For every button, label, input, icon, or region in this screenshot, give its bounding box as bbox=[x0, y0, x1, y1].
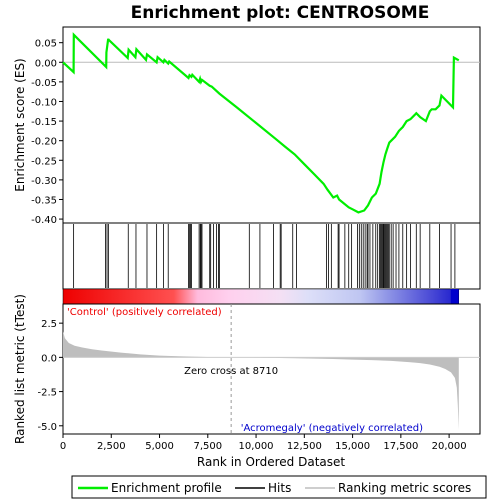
enrichment-plot-frame bbox=[62, 26, 481, 224]
x-tick-label: 20,000 bbox=[432, 441, 467, 452]
metric-y-tick-label: 0.0 bbox=[41, 353, 57, 364]
enrichment-panel: 0.05 0.00 -0.05 -0.10 -0.15 -0.20 -0.25 -0.30 -0… bbox=[13, 26, 481, 226]
es-y-tick-label: -0.15 bbox=[31, 117, 57, 128]
es-y-axis-label: Enrichment score (ES) bbox=[13, 58, 27, 191]
rank-color-bar-end bbox=[450, 289, 459, 304]
ranking-metric-area bbox=[63, 331, 459, 430]
positive-correlation-label: 'Control' (positively correlated) bbox=[67, 307, 222, 318]
metric-x-axis: 0 2,500 5,000 7,500 10,000 12,500 15,000 17,500… bbox=[60, 434, 467, 452]
es-y-tick-label: -0.30 bbox=[31, 176, 57, 187]
x-axis-label: Rank in Ordered Dataset bbox=[197, 455, 345, 469]
x-tick-label: 5,000 bbox=[145, 441, 174, 452]
legend-enrichment-label: Enrichment profile bbox=[111, 481, 222, 495]
legend: Enrichment profile Hits Ranking metric s… bbox=[71, 475, 487, 499]
enrichment-profile-line bbox=[62, 32, 460, 214]
metric-plot-frame bbox=[62, 303, 481, 435]
legend-hits-label: Hits bbox=[268, 481, 291, 495]
hits-frame bbox=[62, 222, 481, 290]
zero-cross-label: Zero cross at 8710 bbox=[184, 366, 278, 377]
x-tick-label: 17,500 bbox=[383, 441, 418, 452]
x-tick-label: 12,500 bbox=[287, 441, 322, 452]
metric-panel: 2.5 0.0 -2.5 -5.0 0 2,500 5,000 7,500 10,000 12,… bbox=[13, 294, 481, 469]
es-y-tick-label: 0.00 bbox=[35, 58, 57, 69]
es-y-axis: 0.05 0.00 -0.05 -0.10 -0.15 -0.20 -0.25 -0.30 -0… bbox=[31, 39, 63, 226]
rank-color-bar bbox=[62, 288, 460, 305]
hit-marks bbox=[73, 224, 456, 288]
x-tick-label: 15,000 bbox=[335, 441, 370, 452]
metric-y-axis: 2.5 0.0 -2.5 -5.0 bbox=[37, 319, 63, 433]
hits-panel bbox=[62, 222, 481, 290]
metric-y-axis-label: Ranked list metric (tTest) bbox=[13, 294, 27, 444]
legend-box bbox=[71, 475, 487, 499]
es-y-tick-label: -0.35 bbox=[31, 195, 57, 206]
chart-title: Enrichment plot: CENTROSOME bbox=[131, 3, 430, 23]
x-tick-label: 0 bbox=[60, 441, 66, 452]
x-tick-label: 10,000 bbox=[239, 441, 274, 452]
negative-correlation-label: 'Acromegaly' (negatively correlated) bbox=[241, 423, 423, 434]
metric-y-tick-label: 2.5 bbox=[41, 319, 57, 330]
es-y-tick-label: -0.05 bbox=[31, 78, 57, 89]
es-y-tick-label: 0.05 bbox=[35, 39, 57, 50]
metric-y-tick-label: -2.5 bbox=[37, 388, 57, 399]
metric-y-tick-label: -5.0 bbox=[37, 422, 57, 433]
es-y-tick-label: -0.20 bbox=[31, 137, 57, 148]
legend-ranking-label: Ranking metric scores bbox=[338, 481, 471, 495]
es-y-tick-label: -0.10 bbox=[31, 97, 57, 108]
es-y-tick-label: -0.40 bbox=[31, 215, 57, 226]
x-tick-label: 7,500 bbox=[193, 441, 222, 452]
es-y-tick-label: -0.25 bbox=[31, 156, 57, 167]
x-tick-label: 2,500 bbox=[97, 441, 126, 452]
